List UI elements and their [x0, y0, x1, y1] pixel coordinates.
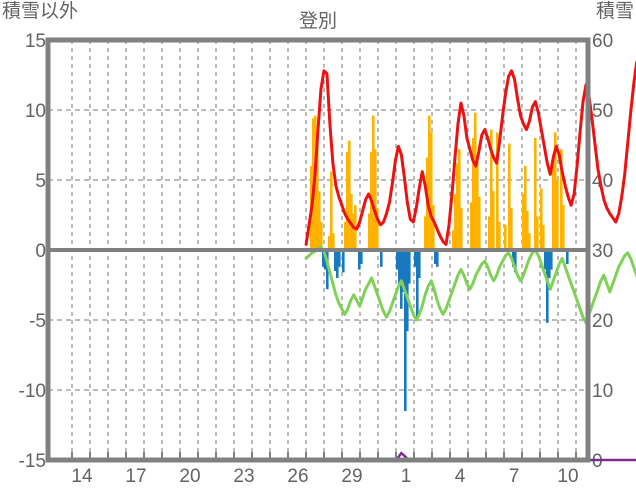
precipitation-bars: [310, 112, 569, 411]
ytick-right-3: 30: [592, 241, 614, 262]
xtick-1: 17: [125, 466, 147, 487]
ytick-right-6: 0: [592, 451, 603, 472]
right-axis-title: 積雪: [595, 1, 634, 22]
ytick-right-0: 60: [592, 31, 614, 52]
ytick-left-1: 10: [24, 101, 46, 122]
axis-frame: [45, 37, 591, 463]
xtick-9: 10: [557, 466, 579, 487]
ytick-right-1: 50: [592, 101, 614, 122]
ytick-left-4: -5: [29, 311, 46, 332]
ytick-left-6: -15: [18, 451, 46, 472]
temperature-lines: [304, 61, 636, 325]
xtick-7: 4: [454, 466, 466, 487]
ytick-left-5: -10: [18, 381, 46, 402]
xtick-8: 7: [508, 466, 520, 487]
xtick-0: 14: [71, 466, 93, 487]
ytick-right-5: 10: [592, 381, 614, 402]
xtick-4: 26: [287, 466, 309, 487]
chart-title: 登別: [298, 11, 337, 32]
ytick-left-3: 0: [35, 241, 46, 262]
xtick-2: 20: [179, 466, 201, 487]
ytick-right-2: 40: [592, 171, 614, 192]
ytick-left-2: 5: [35, 171, 46, 192]
left-axis-title: 積雪以外: [2, 1, 79, 22]
ytick-left-0: 15: [24, 31, 46, 52]
ytick-right-4: 20: [592, 311, 614, 332]
xtick-5: 29: [341, 466, 363, 487]
xtick-6: 1: [400, 466, 412, 487]
xtick-3: 23: [233, 466, 255, 487]
